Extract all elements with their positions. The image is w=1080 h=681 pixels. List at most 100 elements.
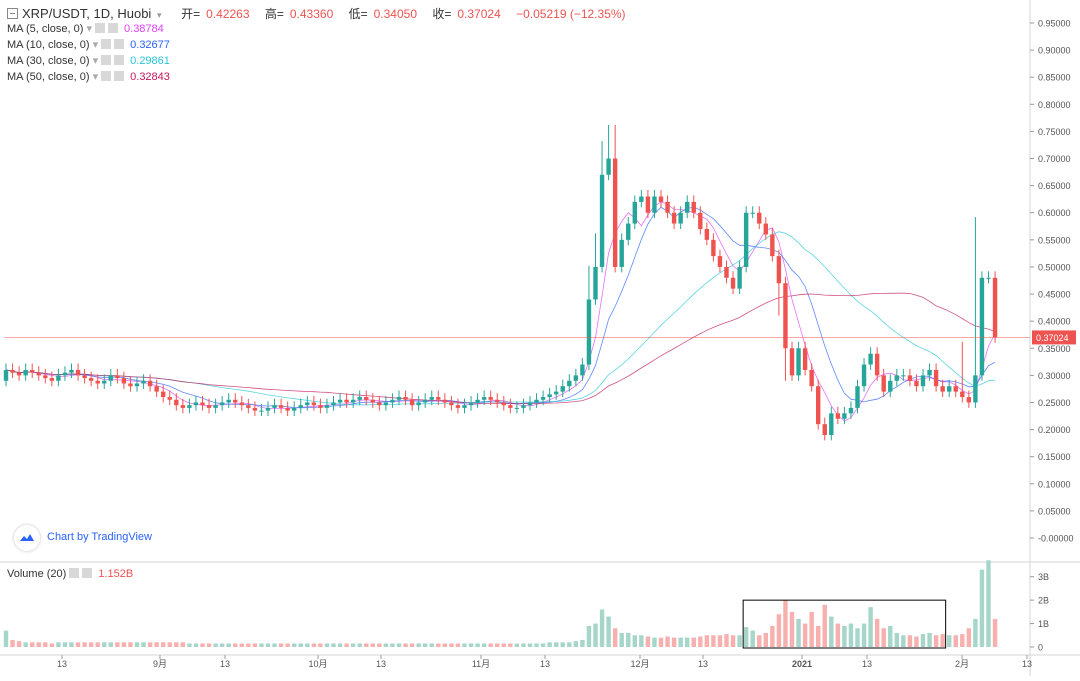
time-tick-label: 13 (862, 659, 872, 669)
volume-bar (350, 643, 356, 647)
price-tick-label: 0.05000 (1038, 506, 1071, 516)
candle-body (914, 380, 919, 387)
candle-body (554, 391, 559, 395)
price-tick-label: 0.30000 (1038, 371, 1071, 381)
volume-bar (49, 643, 55, 647)
candle-body (848, 407, 854, 414)
volume-bar (292, 643, 297, 647)
candle-body (901, 375, 906, 377)
candle-body (881, 375, 886, 392)
collapse-icon[interactable] (7, 8, 18, 19)
close-icon[interactable] (108, 23, 119, 33)
candle-body (200, 402, 205, 406)
candle-body (698, 212, 703, 229)
volume-bar (580, 639, 585, 647)
candle-body (501, 402, 506, 406)
volume-bar (285, 643, 290, 647)
price-tick-label: 0.15000 (1038, 452, 1071, 462)
volume-bar (23, 642, 28, 647)
volume-bar (717, 635, 723, 647)
candle-body (920, 375, 926, 387)
settings-icon[interactable] (69, 568, 80, 578)
symbol-title[interactable]: XRP/USDT, 1D, Huobi (22, 6, 152, 21)
candle-body (246, 405, 251, 408)
candle-body (593, 266, 598, 300)
close-icon[interactable] (114, 39, 125, 49)
candle-body (770, 234, 775, 257)
settings-icon[interactable] (101, 55, 112, 65)
volume-bar (842, 625, 847, 647)
volume-bar (888, 625, 893, 647)
volume-bar (894, 632, 899, 647)
candle-body (626, 223, 631, 240)
close-icon[interactable] (114, 55, 125, 65)
volume-tick-label: 0 (1038, 643, 1043, 653)
ma30-legend[interactable]: MA (30, close, 0) ▾ 0.29861 (7, 55, 170, 67)
volume-bar (796, 618, 801, 647)
candle-body (285, 407, 290, 411)
volume-bar (187, 643, 192, 647)
chevron-down-icon[interactable]: ▾ (156, 10, 162, 20)
volume-bar (219, 643, 225, 647)
close-icon[interactable] (114, 71, 125, 81)
candle-body (612, 158, 618, 267)
candle-body (665, 201, 670, 213)
volume-bar (16, 641, 22, 647)
tradingview-logo-icon[interactable] (14, 525, 40, 551)
volume-bar (200, 643, 205, 647)
candle-body (521, 405, 526, 408)
price-axis: 0.95000 0.90000 0.85000 0.80000 0.75000 0.700… (1030, 19, 1074, 653)
candle-body (691, 201, 696, 213)
candle-body (979, 277, 985, 376)
volume-bar (540, 643, 546, 647)
price-tick-label: 0.50000 (1038, 262, 1071, 272)
candle-body (789, 348, 795, 376)
ma5-legend[interactable]: MA (5, close, 0) ▾ 0.38784 (7, 23, 164, 35)
settings-icon[interactable] (95, 23, 106, 33)
candle-body (88, 378, 94, 381)
volume-bar (632, 635, 637, 647)
tradingview-watermark[interactable]: Chart by TradingView (47, 531, 152, 543)
candle-body (658, 196, 664, 202)
volume-bar (128, 642, 133, 647)
volume-bar (370, 643, 375, 647)
time-tick-label: 12月 (630, 659, 649, 669)
volume-bar (174, 642, 179, 647)
ohlc-values: 开= 0.42263 高= 0.43360 低= 0.34050 收= 0.37024 … (181, 7, 626, 21)
volume-bar (947, 635, 952, 647)
candle-body (632, 201, 637, 224)
candle-body (966, 397, 972, 403)
volume-bar (612, 628, 618, 647)
last-price-badge (1032, 330, 1076, 345)
annotation-box[interactable] (742, 599, 947, 649)
ma10-legend[interactable]: MA (10, close, 0) ▾ 0.32677 (7, 39, 170, 51)
candle-body (763, 223, 768, 235)
close-icon[interactable] (82, 568, 93, 578)
candle-body (213, 405, 218, 408)
price-tick-label: 0.55000 (1038, 235, 1071, 245)
candle-body (573, 375, 579, 381)
volume-bar (652, 637, 657, 647)
volume-bar (514, 643, 520, 647)
volume-bar (763, 632, 768, 647)
candle-body (167, 397, 172, 400)
candle-body (134, 383, 140, 387)
candle-body (861, 364, 867, 387)
settings-icon[interactable] (101, 71, 112, 81)
price-tick-label: 0.90000 (1038, 46, 1071, 56)
ma50-legend[interactable]: MA (50, close, 0) ▾ 0.32843 (7, 71, 170, 83)
volume-bar (324, 643, 330, 647)
volume-legend[interactable]: Volume (20) 1.152B (7, 568, 134, 580)
time-tick-label: 2月 (955, 659, 969, 669)
volume-bar (134, 642, 140, 647)
candle-body (888, 380, 893, 392)
candle-body (226, 399, 231, 403)
candle-body (36, 372, 41, 376)
candle-body (193, 402, 199, 406)
candle-body (606, 158, 611, 175)
candle-body (3, 369, 9, 381)
settings-icon[interactable] (101, 39, 112, 49)
volume-bar (508, 643, 513, 647)
